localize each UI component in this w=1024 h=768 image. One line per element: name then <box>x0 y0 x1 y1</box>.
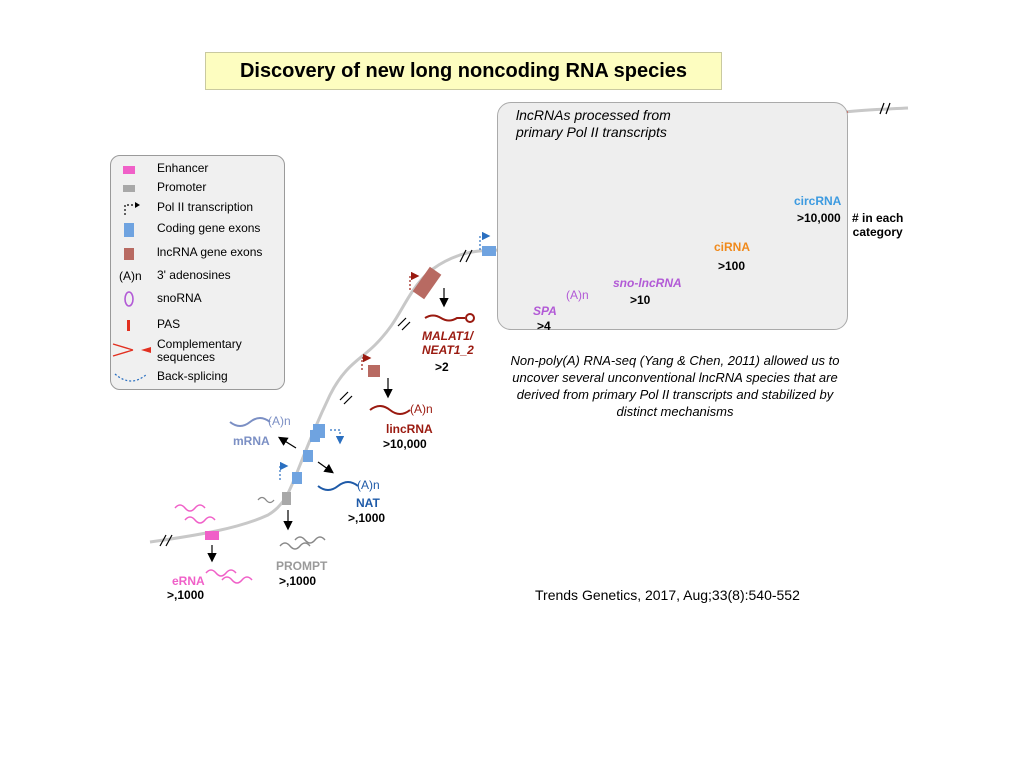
erna-count: >,1000 <box>167 588 205 602</box>
legend-item: Complementary sequences <box>111 336 286 364</box>
pol2-transcription-icon <box>124 202 140 215</box>
legend-item: Pol II transcription <box>111 199 286 219</box>
legend-label: Back-splicing <box>157 369 228 383</box>
spa-label: SPA <box>533 304 557 318</box>
legend-item: Promoter <box>111 179 286 199</box>
lncrna-exon-icon <box>124 248 134 260</box>
circrna-label: circRNA <box>794 194 842 208</box>
legend-label: Enhancer <box>157 161 209 175</box>
erna-label: eRNA <box>172 574 205 588</box>
coding-exon-icon <box>124 223 134 237</box>
nat-label: NAT <box>356 496 380 510</box>
lincrna-count: >10,000 <box>383 437 427 451</box>
polya-symbol: (A)n <box>119 269 142 283</box>
legend-label: snoRNA <box>157 291 202 305</box>
legend-label: Complementary sequences <box>157 337 242 364</box>
citation: Trends Genetics, 2017, Aug;33(8):540-552 <box>535 587 800 603</box>
complementary-icon <box>112 343 151 357</box>
lincrna-label: lincRNA <box>386 422 433 436</box>
nat-count: >,1000 <box>348 511 386 525</box>
back-splicing-icon <box>114 373 148 382</box>
promoter-icon <box>123 185 135 192</box>
category-note: # in each category <box>852 211 904 239</box>
sno-lncrna-label: sno-lncRNA <box>613 276 682 290</box>
lincrna-locus <box>361 353 411 415</box>
description-text: Non-poly(A) RNA-seq (Yang & Chen, 2011) … <box>510 353 840 419</box>
legend-label: Coding gene exons <box>157 221 261 235</box>
legend-item: Coding gene exons <box>111 220 286 240</box>
processed-lncrna-panel <box>497 102 848 330</box>
prompt-element <box>257 492 326 550</box>
snorna-icon <box>124 291 134 307</box>
spa-polya: (A)n <box>566 288 589 302</box>
legend-item: (A)n 3' adenosines <box>111 267 286 287</box>
malat1-label: MALAT1/ NEAT1_2 <box>422 329 474 357</box>
legend-label: Pol II transcription <box>157 200 254 214</box>
legend-label: lncRNA gene exons <box>157 245 263 259</box>
legend-item: PAS <box>111 316 286 336</box>
spa-count: >4 <box>537 319 551 333</box>
sno-lncrna-count: >10 <box>630 293 651 307</box>
legend-label: PAS <box>157 317 181 331</box>
cirna-label: ciRNA <box>714 240 751 254</box>
legend-item: Back-splicing <box>111 368 286 388</box>
prompt-count: >,1000 <box>279 574 317 588</box>
malat1-count: >2 <box>435 360 449 374</box>
legend-item: lncRNA gene exons <box>111 244 286 264</box>
legend-label: Promoter <box>157 180 207 194</box>
legend-item: snoRNA <box>111 290 286 310</box>
enhancer-icon <box>123 166 135 174</box>
enhancer-element <box>174 504 253 584</box>
nat-polya: (A)n <box>357 478 380 492</box>
cirna-count: >100 <box>718 259 746 273</box>
legend-item: Enhancer <box>111 160 286 180</box>
page-title: Discovery of new long noncoding RNA spec… <box>205 52 722 90</box>
pas-icon <box>127 320 130 331</box>
mrna-label: mRNA <box>233 434 270 448</box>
legend: Enhancer Promoter Pol II transcription C… <box>110 155 285 390</box>
coding-gene-exons <box>229 417 359 491</box>
circrna-count: >10,000 <box>797 211 841 225</box>
lincrna-polya: (A)n <box>410 402 433 416</box>
malat1-locus <box>409 266 475 323</box>
processed-panel-title: lncRNAs processed from primary Pol II tr… <box>516 107 671 140</box>
mrna-polya: (A)n <box>268 414 291 428</box>
prompt-label: PROMPT <box>276 559 328 573</box>
legend-label: 3' adenosines <box>157 268 231 282</box>
